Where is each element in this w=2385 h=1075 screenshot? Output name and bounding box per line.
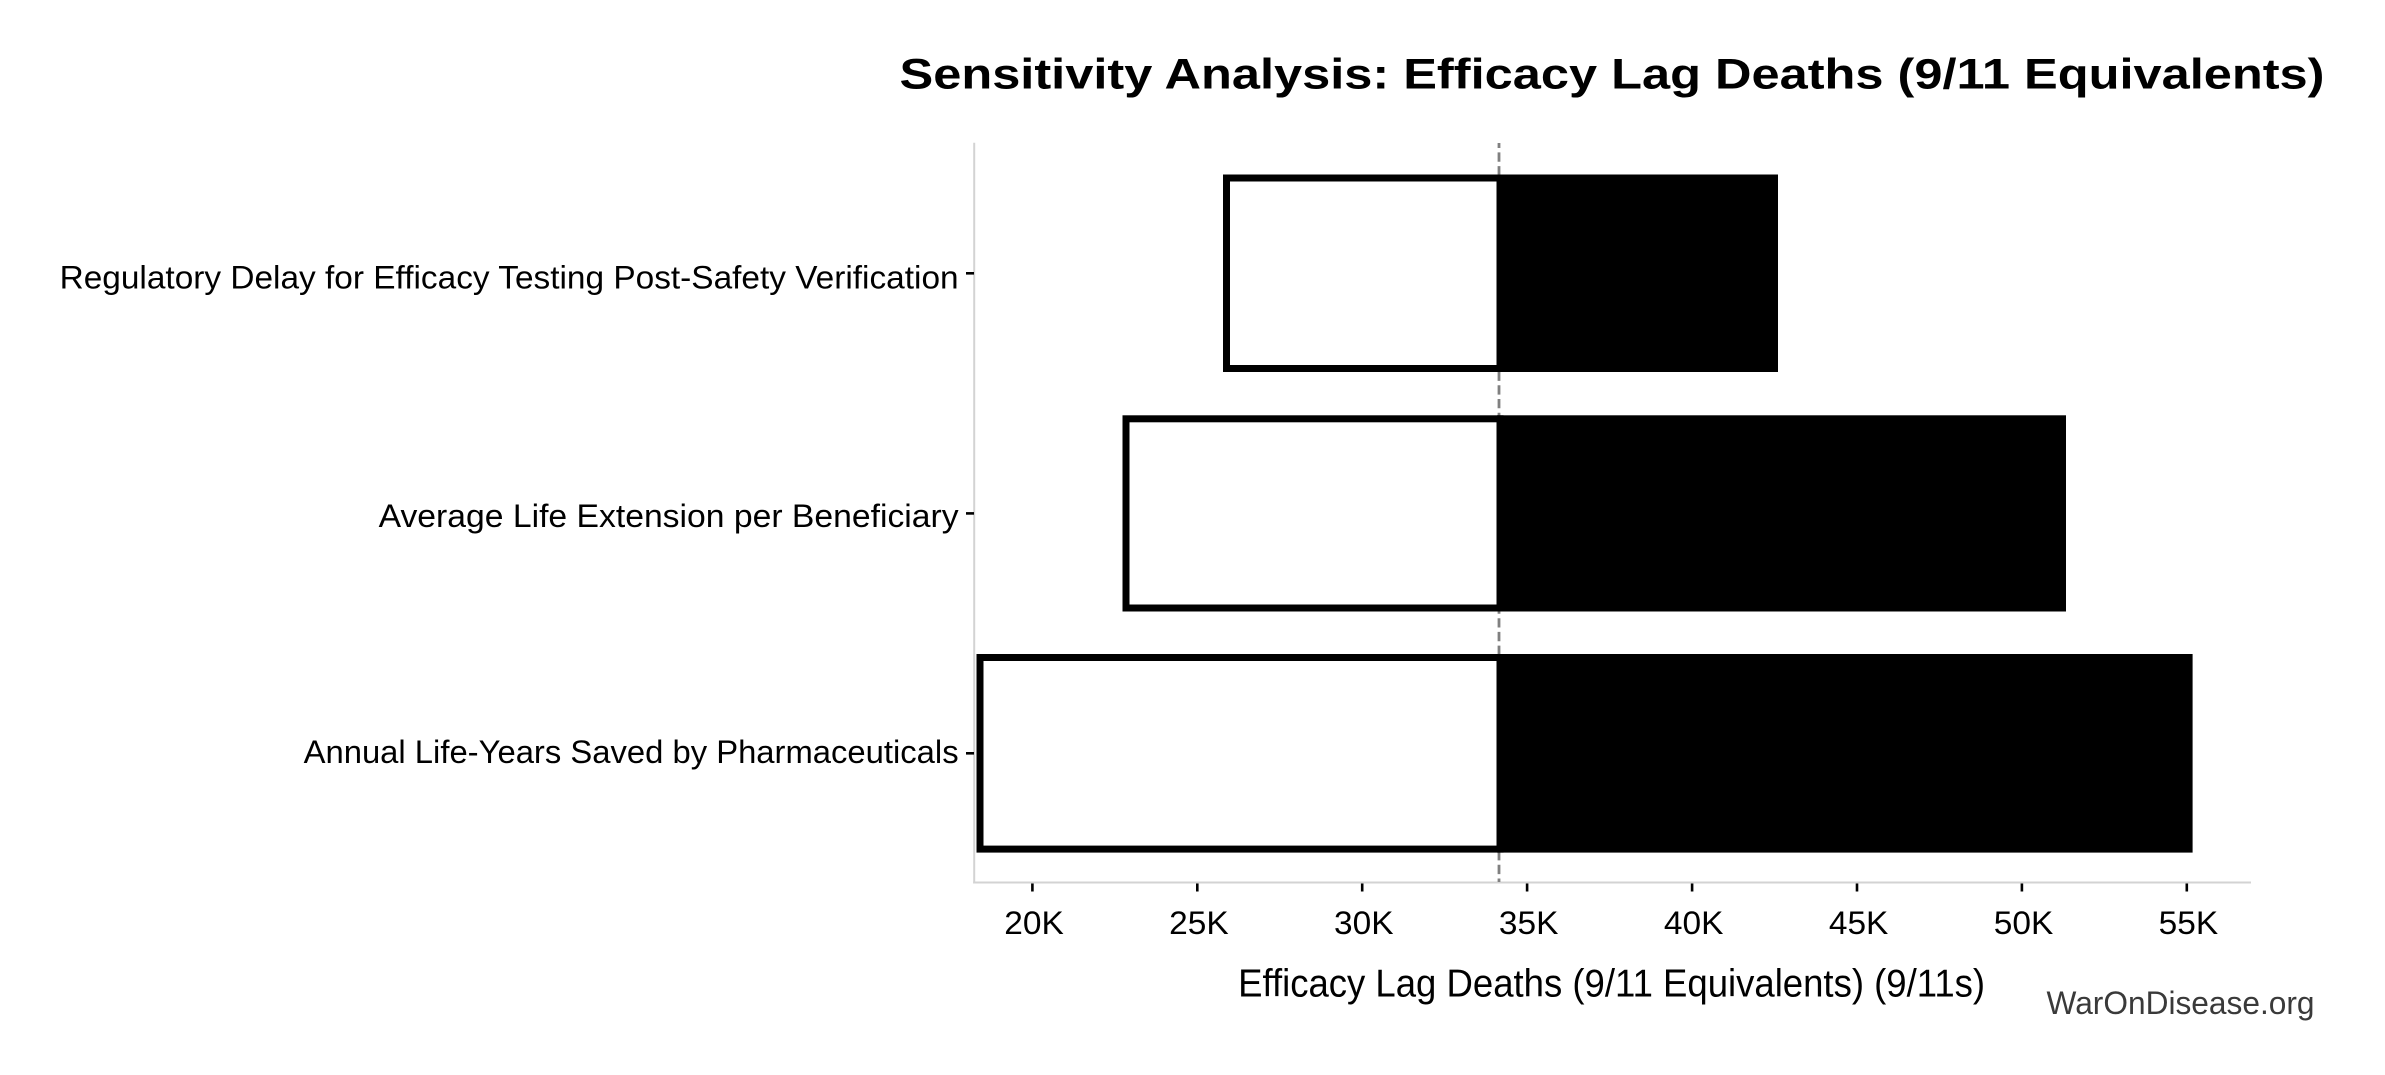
- svg-text:25K: 25K: [1169, 905, 1229, 941]
- svg-text:35K: 35K: [1499, 905, 1559, 941]
- svg-text:55K: 55K: [2159, 905, 2219, 941]
- svg-text:Regulatory Delay for Efficacy: Regulatory Delay for Efficacy Testing Po…: [60, 260, 959, 296]
- svg-text:45K: 45K: [1829, 905, 1889, 941]
- svg-text:30K: 30K: [1334, 905, 1394, 941]
- svg-text:40K: 40K: [1664, 905, 1724, 941]
- svg-text:20K: 20K: [1004, 905, 1064, 941]
- svg-text:Sensitivity Analysis: Efficacy: Sensitivity Analysis: Efficacy Lag Death…: [900, 51, 2325, 99]
- svg-text:Average Life Extension per Ben: Average Life Extension per Beneficiary: [379, 498, 959, 534]
- svg-text:50K: 50K: [1994, 905, 2054, 941]
- svg-text:Annual Life-Years Saved by Pha: Annual Life-Years Saved by Pharmaceutica…: [304, 734, 959, 770]
- svg-text:WarOnDisease.org: WarOnDisease.org: [2047, 985, 2315, 1021]
- svg-text:Efficacy Lag Deaths (9/11 Equi: Efficacy Lag Deaths (9/11 Equivalents) (…: [1238, 963, 1985, 1006]
